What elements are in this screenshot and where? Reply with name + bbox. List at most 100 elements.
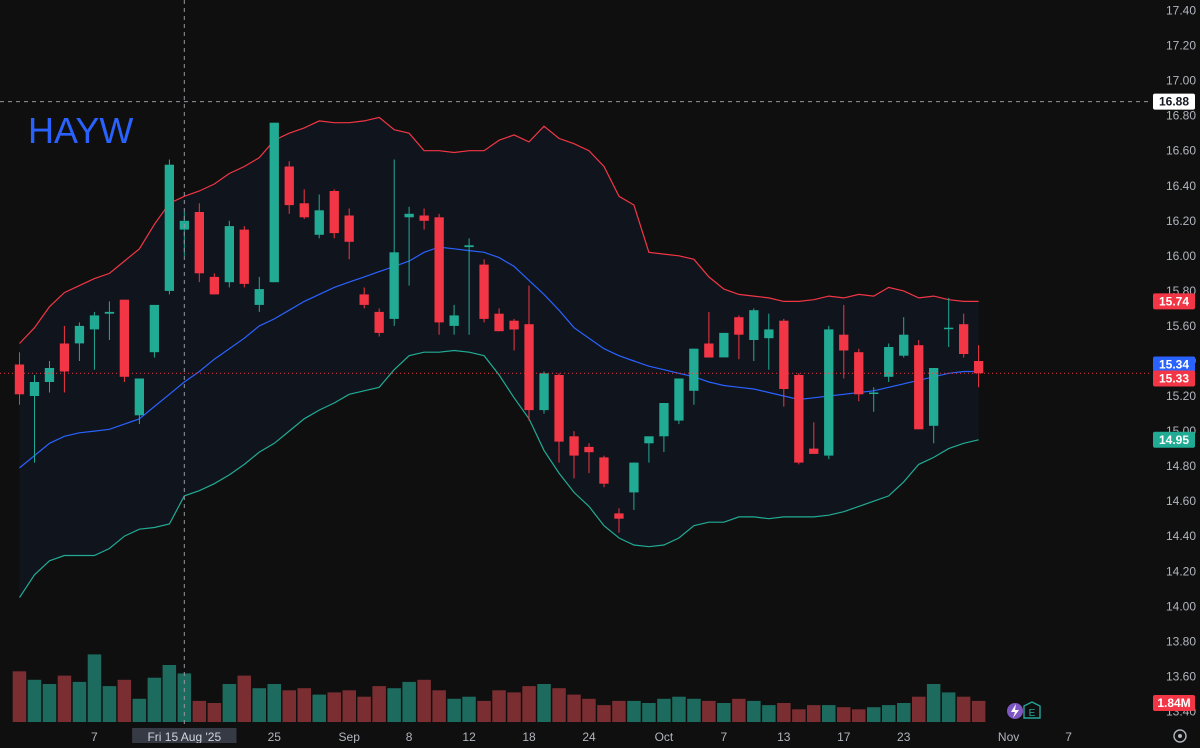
candle-body (164, 164, 174, 291)
candle[interactable] (239, 226, 249, 288)
volume-bar (777, 703, 791, 722)
candle[interactable] (554, 373, 564, 463)
x-tick-label: 17 (837, 730, 851, 743)
candle[interactable] (509, 318, 519, 351)
candle[interactable] (884, 343, 894, 383)
candle[interactable] (14, 352, 25, 405)
volume-bar (971, 700, 986, 722)
candle-body (44, 368, 55, 382)
candle[interactable] (779, 318, 789, 407)
candle[interactable] (269, 122, 279, 283)
candle[interactable] (959, 313, 969, 358)
candle[interactable] (524, 285, 534, 421)
candle[interactable] (839, 304, 849, 379)
candle[interactable] (689, 348, 699, 405)
candle[interactable] (599, 455, 609, 488)
x-tick-label: Fri 15 Aug '25 (147, 730, 221, 743)
candle[interactable] (659, 403, 669, 453)
volume-bar (207, 703, 222, 722)
candle[interactable] (284, 161, 294, 214)
candle[interactable] (29, 375, 40, 463)
candle[interactable] (359, 287, 369, 309)
candle[interactable] (734, 315, 744, 360)
candle[interactable] (329, 189, 339, 239)
candle[interactable] (314, 194, 324, 239)
candle-body (329, 191, 339, 234)
candle[interactable] (929, 368, 939, 444)
candle[interactable] (944, 297, 954, 347)
candle-body (764, 329, 774, 339)
candle-body (449, 315, 459, 326)
flash-icon[interactable] (1007, 703, 1023, 719)
candle[interactable] (974, 345, 984, 388)
candle[interactable] (449, 304, 459, 335)
settings-icon[interactable] (1173, 729, 1187, 743)
candle[interactable] (434, 213, 444, 335)
candle[interactable] (764, 313, 774, 370)
candle[interactable] (299, 189, 309, 219)
volume-bar (282, 690, 296, 722)
candle[interactable] (494, 308, 504, 332)
price-badge-text: 15.34 (1159, 358, 1189, 372)
candle[interactable] (194, 203, 204, 283)
candle[interactable] (209, 273, 219, 295)
candle[interactable] (539, 371, 549, 414)
candle[interactable] (419, 208, 429, 230)
candle-body (209, 276, 219, 295)
candle[interactable] (374, 308, 384, 337)
y-tick-label: 14.20 (1166, 564, 1196, 578)
candle-body (929, 368, 939, 426)
candle[interactable] (149, 304, 159, 358)
candle[interactable] (584, 443, 594, 474)
candle[interactable] (614, 508, 624, 533)
volume-bar (762, 705, 776, 722)
candle[interactable] (344, 208, 354, 260)
candle[interactable] (164, 159, 174, 295)
candle[interactable] (629, 462, 639, 510)
candle[interactable] (749, 308, 759, 361)
candle[interactable] (794, 373, 804, 465)
candle[interactable] (59, 325, 70, 393)
candle[interactable] (914, 340, 924, 430)
candle-body (644, 436, 654, 444)
earnings-icon[interactable]: E (1023, 701, 1041, 719)
price-badge-text: 15.74 (1159, 294, 1189, 308)
candle[interactable] (89, 311, 100, 370)
y-tick-label: 13.60 (1166, 669, 1196, 683)
candle[interactable] (74, 322, 85, 361)
candle[interactable] (869, 387, 879, 412)
candle[interactable] (854, 348, 864, 402)
volume-bar (237, 675, 251, 722)
candle[interactable] (119, 299, 129, 382)
candle[interactable] (809, 422, 819, 454)
candle[interactable] (704, 311, 714, 358)
candle[interactable] (134, 378, 144, 425)
candle[interactable] (479, 259, 489, 323)
volume-bar (507, 692, 521, 722)
candle[interactable] (104, 301, 115, 340)
candle[interactable] (404, 206, 414, 286)
candle[interactable] (899, 317, 909, 358)
candle[interactable] (719, 332, 729, 358)
candle[interactable] (824, 325, 834, 460)
candle-body (719, 332, 729, 358)
candle[interactable] (464, 238, 474, 335)
volume-bar (822, 705, 836, 722)
candle[interactable] (674, 378, 684, 425)
volume-bar (72, 681, 87, 722)
candle-body (74, 325, 85, 344)
candle[interactable] (569, 431, 579, 479)
candle-body (854, 352, 864, 395)
candle-body (779, 320, 789, 389)
volume-bar (117, 679, 132, 722)
candle-body (839, 334, 849, 351)
candle[interactable] (224, 220, 234, 288)
candle[interactable] (44, 361, 55, 393)
candle-body (14, 364, 25, 395)
candle[interactable] (644, 436, 654, 463)
crosshair-price-badge: 16.88 (1153, 93, 1195, 110)
candle[interactable] (389, 159, 399, 326)
candle[interactable] (254, 276, 264, 312)
